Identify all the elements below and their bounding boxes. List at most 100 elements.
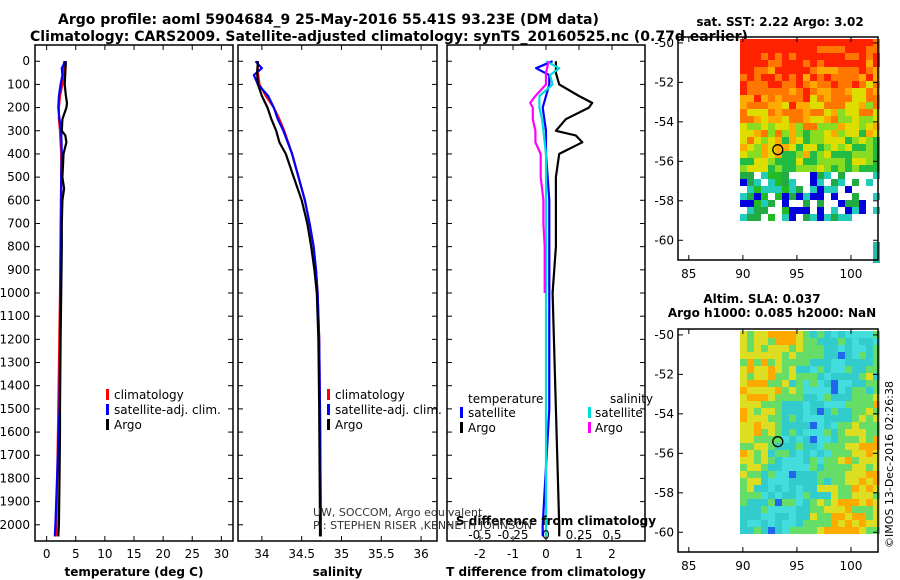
heatmap-cell bbox=[782, 88, 789, 95]
heatmap-cell bbox=[747, 492, 754, 499]
heatmap-cell bbox=[859, 81, 866, 88]
heatmap-cell bbox=[747, 137, 754, 144]
argo-position-marker bbox=[772, 436, 784, 448]
heatmap-cell bbox=[803, 345, 810, 352]
heatmap-cell bbox=[845, 471, 852, 478]
heatmap-cell bbox=[873, 387, 880, 394]
heatmap-cell bbox=[852, 352, 859, 359]
heatmap-cell bbox=[775, 366, 782, 373]
heatmap-cell bbox=[796, 520, 803, 527]
heatmap-cell bbox=[803, 144, 810, 151]
heatmap-cell bbox=[866, 450, 873, 457]
heatmap-cell bbox=[754, 53, 761, 60]
heatmap-cell bbox=[754, 88, 761, 95]
heatmap-cell bbox=[796, 457, 803, 464]
heatmap-cell bbox=[831, 137, 838, 144]
heatmap-cell bbox=[775, 165, 782, 172]
heatmap-cell bbox=[831, 380, 838, 387]
heatmap-cell bbox=[747, 331, 754, 338]
sla-map-frame bbox=[677, 328, 879, 553]
heatmap-cell bbox=[817, 373, 824, 380]
heatmap-cell bbox=[782, 485, 789, 492]
heatmap-cell bbox=[796, 366, 803, 373]
heatmap-cell bbox=[796, 151, 803, 158]
heatmap-cell bbox=[747, 67, 754, 74]
panel-frame-salinity-panel bbox=[237, 44, 438, 542]
heatmap-cell bbox=[740, 144, 747, 151]
heatmap-cell bbox=[838, 513, 845, 520]
heatmap-cell bbox=[824, 130, 831, 137]
heatmap-cell bbox=[761, 387, 768, 394]
heatmap-cell bbox=[789, 429, 796, 436]
secondary-tick-label: 0.25 bbox=[566, 528, 593, 542]
heatmap-cell bbox=[789, 352, 796, 359]
x-tick-label: 36 bbox=[413, 547, 428, 561]
heatmap-cell bbox=[838, 380, 845, 387]
heatmap-cell bbox=[754, 345, 761, 352]
heatmap-cell bbox=[803, 214, 810, 221]
heatmap-cell bbox=[873, 67, 880, 74]
heatmap-cell bbox=[859, 443, 866, 450]
heatmap-cell bbox=[852, 429, 859, 436]
map-x-tick-label: 95 bbox=[789, 267, 804, 281]
heatmap-cell bbox=[817, 513, 824, 520]
heatmap-cell bbox=[740, 527, 747, 534]
heatmap-cell bbox=[824, 151, 831, 158]
heatmap-cell bbox=[775, 46, 782, 53]
heatmap-cell bbox=[740, 60, 747, 67]
heatmap-cell bbox=[831, 95, 838, 102]
heatmap-cell bbox=[740, 429, 747, 436]
heatmap-cell bbox=[747, 401, 754, 408]
heatmap-cell bbox=[852, 345, 859, 352]
heatmap-cell bbox=[817, 67, 824, 74]
heatmap-cell bbox=[768, 53, 775, 60]
heatmap-cell bbox=[747, 352, 754, 359]
heatmap-cell bbox=[866, 116, 873, 123]
heatmap-cell bbox=[838, 373, 845, 380]
heatmap-cell bbox=[824, 46, 831, 53]
heatmap-cell bbox=[824, 359, 831, 366]
heatmap-cell bbox=[796, 193, 803, 200]
heatmap-cell bbox=[761, 53, 768, 60]
heatmap-cell bbox=[775, 130, 782, 137]
heatmap-cell bbox=[803, 359, 810, 366]
heatmap-cell bbox=[768, 429, 775, 436]
map-y-tick-label: -54 bbox=[654, 115, 674, 129]
map-y-tick-label: -56 bbox=[654, 154, 674, 168]
heatmap-cell bbox=[824, 436, 831, 443]
heatmap-cell bbox=[873, 102, 880, 109]
heatmap-cell bbox=[803, 527, 810, 534]
depth-tick-label: 200 bbox=[7, 101, 30, 115]
heatmap-cell bbox=[775, 144, 782, 151]
heatmap-cell bbox=[747, 123, 754, 130]
heatmap-cell bbox=[824, 520, 831, 527]
heatmap-cell bbox=[831, 214, 838, 221]
heatmap-cell bbox=[852, 193, 859, 200]
heatmap-cell bbox=[761, 415, 768, 422]
heatmap-cell bbox=[817, 39, 824, 46]
heatmap-cell bbox=[873, 401, 880, 408]
heatmap-cell bbox=[838, 67, 845, 74]
heatmap-cell bbox=[824, 492, 831, 499]
heatmap-cell bbox=[768, 158, 775, 165]
heatmap-cell bbox=[747, 436, 754, 443]
legend-swatch bbox=[106, 404, 109, 415]
heatmap-cell bbox=[789, 158, 796, 165]
heatmap-cell bbox=[761, 207, 768, 214]
heatmap-cell bbox=[754, 186, 761, 193]
heatmap-cell bbox=[831, 359, 838, 366]
heatmap-cell bbox=[859, 513, 866, 520]
heatmap-cell bbox=[824, 352, 831, 359]
heatmap-cell bbox=[796, 513, 803, 520]
heatmap-cell bbox=[747, 422, 754, 429]
heatmap-cell bbox=[775, 394, 782, 401]
heatmap-cell bbox=[740, 408, 747, 415]
heatmap-cell bbox=[810, 415, 817, 422]
series-line-argo bbox=[256, 61, 322, 537]
heatmap-cell bbox=[761, 513, 768, 520]
heatmap-cell bbox=[817, 366, 824, 373]
heatmap-cell bbox=[761, 130, 768, 137]
heatmap-cell bbox=[859, 464, 866, 471]
heatmap-cell bbox=[782, 345, 789, 352]
heatmap-cell bbox=[754, 520, 761, 527]
